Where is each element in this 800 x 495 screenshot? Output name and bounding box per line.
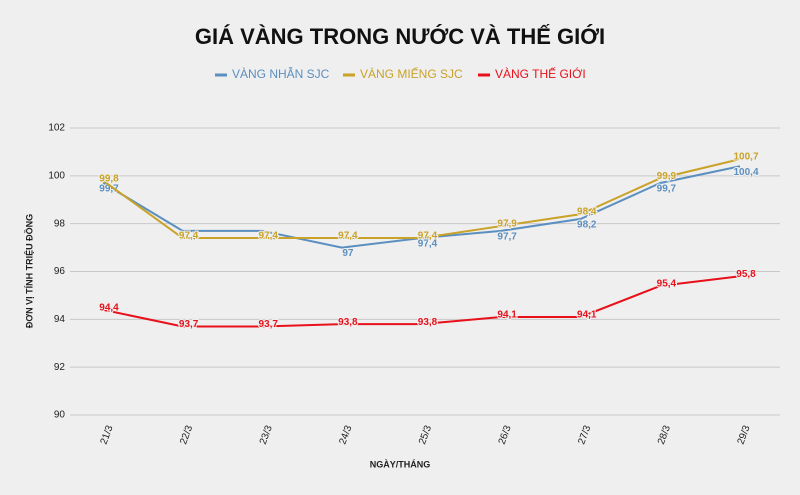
value-label: 95,8 — [736, 269, 756, 280]
x-tick-label: 22/3 — [178, 424, 195, 446]
value-label: 93,7 — [259, 319, 279, 330]
value-label: 98,2 — [577, 220, 597, 231]
value-label: 94,4 — [99, 302, 119, 313]
x-tick-label: 25/3 — [417, 424, 434, 446]
value-label: 100,4 — [733, 167, 758, 178]
value-label: 97,4 — [418, 239, 438, 250]
x-tick-label: 21/3 — [99, 424, 116, 446]
chart-title: GIÁ VÀNG TRONG NƯỚC VÀ THẾ GIỚI — [195, 24, 605, 49]
value-label: 97,7 — [179, 231, 199, 242]
value-label: 93,7 — [179, 319, 199, 330]
value-label: 94,1 — [577, 310, 597, 321]
value-label: 100,7 — [733, 152, 758, 163]
y-tick-label: 98 — [54, 218, 66, 229]
legend-label: VÀNG THẾ GIỚI — [495, 66, 586, 81]
x-tick-label: 23/3 — [258, 424, 275, 446]
value-label: 97,4 — [179, 231, 199, 242]
y-tick-label: 100 — [48, 170, 65, 181]
x-axis-label: NGÀY/THÁNG — [370, 459, 431, 469]
line-series — [102, 275, 741, 328]
value-label: 97 — [342, 248, 354, 259]
y-tick-label: 102 — [48, 123, 65, 134]
x-tick-label: 24/3 — [338, 424, 355, 446]
line-series — [102, 158, 741, 240]
x-tick-label: 26/3 — [497, 424, 514, 446]
legend-label: VÀNG MIẾNG SJC — [360, 66, 463, 81]
y-tick-label: 96 — [54, 266, 66, 277]
value-label: 97,4 — [338, 231, 358, 242]
value-label: 93,8 — [418, 317, 438, 328]
value-label: 99,9 — [657, 171, 677, 182]
value-label: 99,7 — [99, 184, 119, 195]
x-tick-label: 28/3 — [656, 424, 673, 446]
value-label: 99,8 — [99, 173, 119, 184]
value-label: 97,7 — [497, 231, 517, 242]
y-axis-label: ĐƠN VỊ TÍNH TRIỆU ĐỒNG — [23, 214, 34, 328]
value-label: 97,4 — [259, 231, 279, 242]
value-label: 97,9 — [497, 219, 517, 230]
x-tick-label: 27/3 — [576, 424, 593, 446]
y-tick-label: 92 — [54, 362, 66, 373]
value-label: 97,4 — [418, 231, 438, 242]
value-label: 99,7 — [657, 184, 677, 195]
y-tick-label: 94 — [54, 314, 66, 325]
value-label: 93,8 — [338, 317, 358, 328]
legend-label: VÀNG NHẪN SJC — [232, 66, 330, 81]
y-tick-label: 90 — [54, 410, 66, 421]
value-label: 97,7 — [259, 231, 279, 242]
value-label: 95,4 — [657, 278, 677, 289]
x-tick-label: 29/3 — [736, 424, 753, 446]
value-label: 98,4 — [577, 207, 597, 218]
value-label: 94,1 — [497, 310, 517, 321]
